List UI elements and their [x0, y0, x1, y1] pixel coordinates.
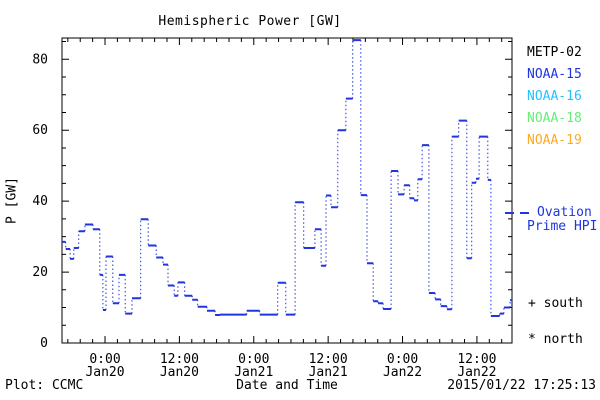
- plot-timestamp: 2015/01/22 17:25:13: [447, 378, 596, 393]
- x-tick-time-label: 12:00: [160, 352, 199, 367]
- legend-item-noaa-16: NOAA-16: [527, 89, 582, 104]
- axis-ticks: [62, 38, 512, 344]
- x-tick-date-label: Jan22: [383, 365, 422, 380]
- x-tick-date-label: Jan20: [85, 365, 124, 380]
- x-tick-date-label: Jan21: [234, 365, 273, 380]
- legend-item-noaa-18: NOAA-18: [527, 111, 582, 126]
- plot-source-label: Plot: CCMC: [5, 378, 84, 393]
- x-tick-date-label: Jan21: [309, 365, 348, 380]
- y-tick-label: 60: [32, 123, 48, 138]
- chart-title: Hemispheric Power [GW]: [158, 14, 342, 29]
- x-tick-date-label: Jan20: [160, 365, 199, 380]
- legend-marker-north: * north: [528, 332, 583, 347]
- legend-ovation-line1: Ovation: [537, 205, 592, 220]
- x-tick-time-label: 12:00: [309, 352, 348, 367]
- hpi-step-segments: [62, 39, 512, 317]
- x-tick-date-label: Jan22: [457, 365, 496, 380]
- y-tick-label: 80: [32, 52, 48, 67]
- x-tick-time-label: 0:00: [238, 352, 269, 367]
- plot-border: [61, 37, 513, 344]
- legend-item-metp-02: METP-02: [527, 45, 582, 60]
- hpi-dotted-connectors: [65, 40, 511, 316]
- legend-item-noaa-15: NOAA-15: [527, 67, 582, 82]
- y-tick-label: 0: [40, 336, 48, 351]
- legend-ovation-line2: Prime HPI: [527, 219, 598, 234]
- y-tick-label: 40: [32, 194, 48, 209]
- x-axis-title: Date and Time: [236, 378, 338, 393]
- x-tick-time-label: 0:00: [89, 352, 120, 367]
- y-tick-label: 20: [32, 265, 48, 280]
- legend-marker-south: + south: [528, 296, 583, 311]
- x-tick-time-label: 12:00: [457, 352, 496, 367]
- legend-item-noaa-19: NOAA-19: [527, 133, 582, 148]
- x-tick-time-label: 0:00: [387, 352, 418, 367]
- y-axis-title: P [GW]: [4, 177, 20, 224]
